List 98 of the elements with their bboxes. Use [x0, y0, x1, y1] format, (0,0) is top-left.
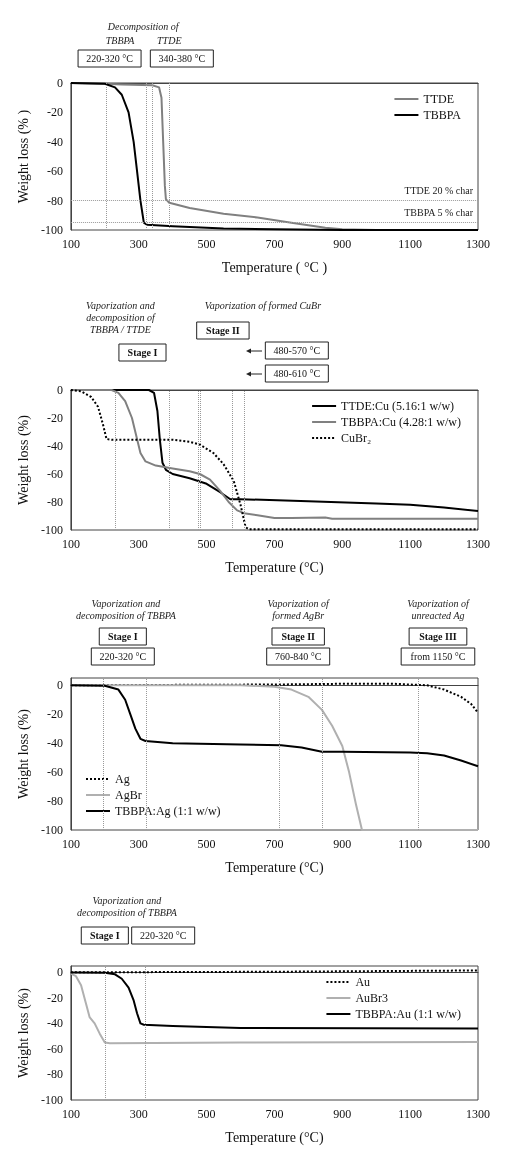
y-tick-label: -40: [46, 439, 63, 453]
text: Stage II: [206, 325, 240, 336]
y-tick-label: -20: [46, 411, 63, 425]
y-tick-label: -100: [40, 223, 63, 237]
legend-label: TBBPA:Ag (1:1 w/w): [115, 804, 221, 818]
text: Vaporization of formed CuBr: [204, 299, 322, 311]
text: 760-840 °C: [274, 651, 322, 662]
x-tick-label: 100: [61, 237, 80, 251]
y-tick-label: -40: [46, 1016, 63, 1031]
text: 220-320 °C: [139, 930, 187, 941]
x-tick-label: 1300: [466, 537, 490, 551]
y-tick-label: 0: [56, 678, 63, 693]
x-axis-title: Temperature ( °C ): [221, 259, 328, 276]
y-tick-label: -80: [46, 1067, 63, 1082]
text: Vaporization and decomposition of TBBPA: [76, 894, 178, 918]
y-tick-label: -20: [46, 990, 63, 1005]
legend-label: Au: [355, 975, 371, 989]
y-tick-label: -40: [46, 134, 63, 149]
y-tick-label: -40: [46, 736, 63, 751]
y-axis-title: Weight loss (%): [15, 414, 32, 505]
x-tick-label: 700: [265, 537, 284, 551]
text: 480-610 °C: [273, 368, 321, 379]
y-tick-label: -20: [46, 707, 63, 722]
text: Vaporization of unreacted Ag: [407, 597, 470, 621]
y-tick-label: -100: [40, 523, 63, 537]
x-tick-label: 1100: [398, 1107, 422, 1121]
x-tick-label: 500: [197, 837, 216, 851]
x-tick-label: 300: [129, 237, 148, 251]
text: Decomposition of: [106, 20, 180, 32]
legend-label: TBBPA: [423, 108, 462, 122]
legend-label: AgBr: [115, 788, 142, 802]
x-axis-title: Temperature (°C): [225, 1129, 324, 1146]
x-tick-label: 900: [333, 537, 352, 551]
x-tick-label: 100: [61, 537, 80, 551]
x-tick-label: 1300: [466, 237, 490, 251]
x-axis-title: Temperature (°C): [225, 859, 324, 876]
y-tick-label: -20: [46, 105, 63, 120]
text: Stage I: [107, 631, 138, 642]
text: Stage III: [419, 631, 457, 642]
legend-label: TBBPA:Cu (4.28:1 w/w): [341, 415, 461, 429]
x-tick-label: 900: [333, 1107, 352, 1121]
x-tick-label: 500: [197, 1107, 216, 1121]
line-series: [69, 972, 479, 1045]
text: Vaporization of formed AgBr: [267, 597, 331, 621]
text: Stage I: [89, 930, 120, 941]
y-tick-label: -80: [46, 794, 63, 809]
legend-label: CuBr₂: [341, 431, 372, 445]
ref-line-label: TTDE 20 % char: [404, 185, 474, 197]
y-tick-label: -60: [46, 467, 63, 481]
legend-label: AuBr3: [355, 991, 389, 1005]
x-tick-label: 1300: [466, 1107, 490, 1121]
x-tick-label: 500: [197, 237, 216, 251]
legend-label: TTDE:Cu (5.16:1 w/w): [341, 399, 455, 413]
legend-label: TBBPA:Au (1:1 w/w): [355, 1007, 462, 1021]
y-tick-label: -60: [46, 164, 63, 179]
y-axis-title: Weight loss (%): [15, 987, 32, 1078]
ref-line-label: TBBPA 5 % char: [404, 207, 474, 219]
y-tick-label: 0: [56, 383, 63, 397]
y-tick-label: -80: [46, 495, 63, 509]
y-axis-title: Weight loss (% ): [15, 109, 32, 204]
x-tick-label: 1100: [398, 237, 422, 251]
y-tick-label: -100: [40, 823, 63, 837]
x-tick-label: 900: [333, 237, 352, 251]
y-tick-label: 0: [56, 965, 63, 980]
text: TTDE: [157, 34, 182, 46]
x-tick-label: 700: [265, 837, 284, 851]
y-tick-label: -60: [46, 1041, 63, 1056]
text: 480-570 °C: [273, 345, 321, 356]
y-tick-label: 0: [56, 76, 63, 90]
text: Vaporization and decomposition of TBBPA / TTDE: [86, 299, 156, 335]
x-tick-label: 900: [333, 837, 352, 851]
text: Stage II: [281, 631, 316, 642]
y-tick-label: -60: [46, 765, 63, 780]
x-tick-label: 100: [61, 1107, 80, 1121]
x-tick-label: 1100: [398, 537, 422, 551]
x-tick-label: 500: [197, 537, 216, 551]
text: Stage I: [127, 347, 158, 358]
x-tick-label: 700: [265, 1107, 284, 1121]
text: 220-320 °C: [99, 651, 147, 662]
x-tick-label: 1100: [398, 837, 422, 851]
x-tick-label: 300: [129, 837, 148, 851]
text: from 1150 °C: [410, 651, 466, 662]
y-tick-label: -100: [40, 1093, 63, 1107]
text: 340-380 °C: [158, 53, 206, 64]
x-tick-label: 300: [129, 537, 148, 551]
x-tick-label: 1300: [466, 837, 490, 851]
x-tick-label: 100: [61, 837, 80, 851]
text: 220-320 °C: [86, 53, 134, 64]
x-tick-label: 700: [265, 237, 284, 251]
legend-label: TTDE: [423, 92, 455, 106]
text: Vaporization and decomposition of TBBPA: [75, 597, 177, 621]
x-tick-label: 300: [129, 1107, 148, 1121]
y-tick-label: -80: [46, 193, 63, 208]
x-axis-title: Temperature (°C): [225, 559, 324, 576]
text: TBBPA: [105, 34, 136, 46]
legend-label: Ag: [115, 772, 130, 786]
line-series: [69, 82, 479, 231]
y-axis-title: Weight loss (%): [15, 708, 32, 799]
